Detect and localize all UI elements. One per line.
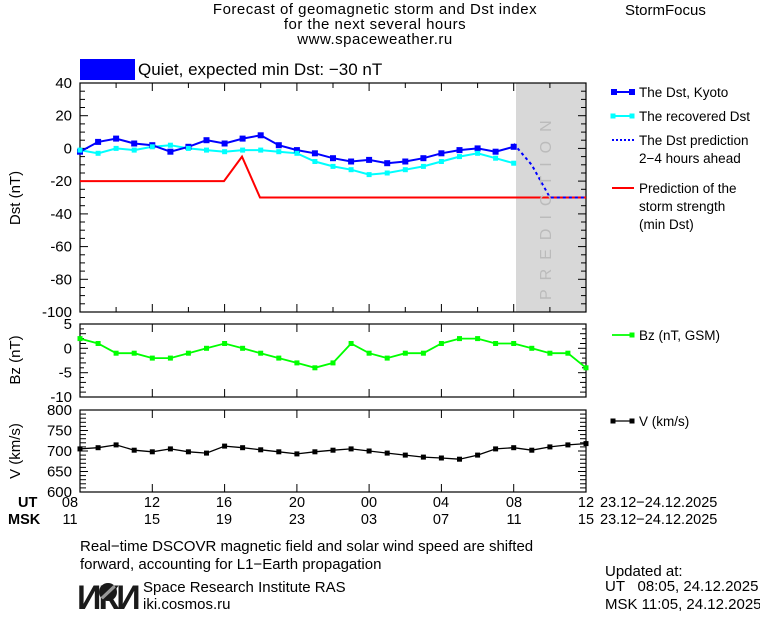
svg-text:PREDICTION: PREDICTION	[538, 111, 555, 300]
svg-text:04: 04	[433, 495, 449, 511]
svg-text:Bz (nT): Bz (nT)	[7, 335, 24, 384]
svg-text:650: 650	[47, 464, 72, 481]
svg-text:11: 11	[506, 512, 521, 528]
svg-text:12: 12	[578, 495, 594, 511]
svg-text:16: 16	[216, 495, 232, 511]
svg-text:750: 750	[47, 423, 72, 440]
svg-text:700: 700	[47, 443, 72, 460]
svg-text:Space Research Institute RAS: Space Research Institute RAS	[143, 579, 346, 596]
svg-text:(min Dst): (min Dst)	[639, 217, 694, 232]
svg-text:-80: -80	[50, 271, 72, 288]
svg-text:08: 08	[506, 495, 522, 511]
svg-text:12: 12	[144, 495, 160, 511]
svg-text:Prediction of the: Prediction of the	[639, 181, 737, 196]
svg-text:UT: UT	[18, 495, 37, 511]
svg-text:V (km/s): V (km/s)	[7, 423, 24, 479]
svg-text:Real−time DSCOVR magnetic fiel: Real−time DSCOVR magnetic field and sola…	[80, 538, 533, 555]
svg-text:-60: -60	[50, 239, 72, 256]
svg-text:The Dst, Kyoto: The Dst, Kyoto	[639, 85, 728, 100]
svg-text:2−4 hours ahead: 2−4 hours ahead	[639, 151, 741, 166]
svg-text:storm strength: storm strength	[639, 199, 725, 214]
svg-text:40: 40	[55, 75, 72, 92]
svg-text:-40: -40	[50, 206, 72, 223]
svg-text:MSK: MSK	[8, 512, 41, 528]
svg-text:03: 03	[361, 512, 377, 528]
svg-text:00: 00	[361, 495, 377, 511]
svg-text:800: 800	[47, 402, 72, 419]
svg-text:0: 0	[64, 140, 72, 157]
svg-text:5: 5	[64, 316, 72, 333]
svg-text:20: 20	[289, 495, 305, 511]
svg-text:23.12−24.12.2025: 23.12−24.12.2025	[600, 495, 717, 511]
svg-text:23.12−24.12.2025: 23.12−24.12.2025	[600, 512, 717, 528]
svg-text:-5: -5	[59, 365, 72, 382]
svg-text:The Dst prediction: The Dst prediction	[639, 133, 749, 148]
svg-text:iki.cosmos.ru: iki.cosmos.ru	[143, 596, 231, 613]
svg-text:UT 08:05, 24.12.2025: UT 08:05, 24.12.2025	[605, 578, 758, 595]
svg-text:19: 19	[216, 512, 232, 528]
svg-text:forward, accounting for L1−Ear: forward, accounting for L1−Earth propaga…	[80, 556, 381, 573]
svg-text:07: 07	[433, 512, 449, 528]
svg-text:Bz (nT, GSM): Bz (nT, GSM)	[639, 328, 720, 343]
svg-text:MSK 11:05, 24.12.2025: MSK 11:05, 24.12.2025	[605, 596, 760, 613]
svg-text:The recovered Dst: The recovered Dst	[639, 109, 750, 124]
svg-text:11: 11	[62, 512, 77, 528]
svg-text:0: 0	[64, 340, 72, 357]
svg-text:23: 23	[289, 512, 305, 528]
svg-text:Dst (nT): Dst (nT)	[7, 171, 24, 225]
svg-text:08: 08	[62, 495, 78, 511]
svg-text:15: 15	[144, 512, 160, 528]
svg-text:V (km/s): V (km/s)	[639, 414, 689, 429]
svg-text:20: 20	[55, 108, 72, 125]
svg-text:-20: -20	[50, 173, 72, 190]
svg-text:15: 15	[578, 512, 594, 528]
